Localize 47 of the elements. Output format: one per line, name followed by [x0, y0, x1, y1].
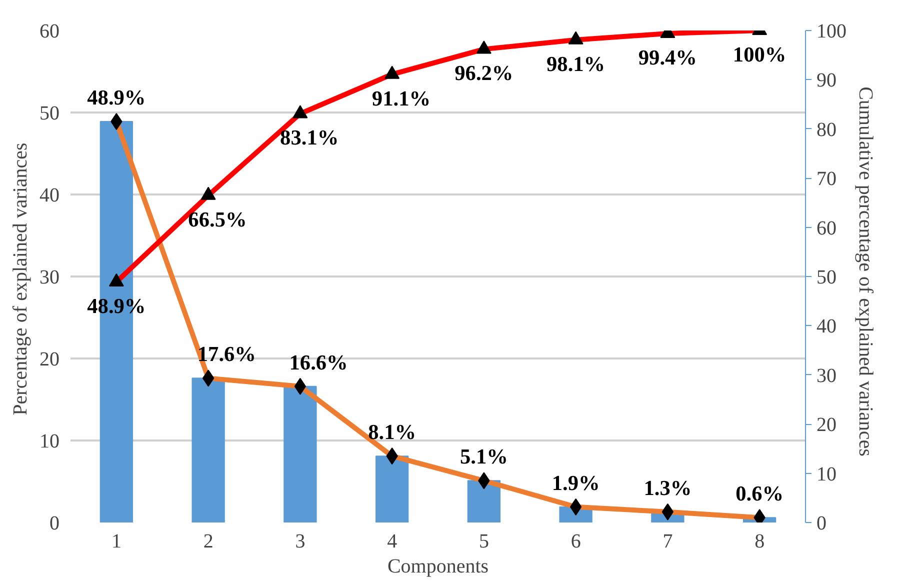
y2-tick-label: 80 [816, 118, 836, 141]
y2-tick-label: 70 [816, 168, 836, 190]
bar [467, 480, 501, 522]
bar [192, 378, 225, 522]
y2-tick-label: 40 [816, 316, 836, 338]
x-tick-label: 7 [662, 530, 673, 552]
y-tick-label: 50 [40, 102, 60, 124]
x-tick-label: 1 [111, 530, 122, 552]
data-label: 48.9% [87, 86, 146, 110]
x-tick-label: 3 [295, 530, 306, 552]
y2-tick-label: 10 [816, 463, 836, 486]
y2-tick-label: 60 [816, 217, 836, 240]
x-tick-label: 6 [570, 530, 581, 552]
y-tick-label: 30 [40, 266, 60, 288]
y-tick-label: 10 [40, 430, 60, 452]
bar [375, 456, 409, 522]
data-label: 83.1% [280, 126, 339, 150]
data-label: 66.5% [188, 207, 247, 232]
data-label: 5.1% [460, 444, 508, 469]
x-tick-label: 4 [387, 530, 398, 552]
data-label: 99.4% [638, 45, 698, 70]
data-label: 0.6% [736, 482, 784, 506]
x-axis-title: Components [387, 556, 489, 578]
data-label: 98.1% [546, 52, 606, 76]
data-label: 1.9% [552, 470, 600, 495]
y-tick-label: 40 [40, 184, 60, 206]
data-label: 91.1% [372, 86, 431, 110]
y-tick-label: 60 [40, 20, 60, 42]
y2-axis-title: Cumulative percentage of explained variances [854, 86, 876, 457]
y2-tick-label: 100 [816, 20, 846, 42]
x-tick-label: 5 [478, 530, 489, 552]
y-tick-label: 20 [40, 348, 60, 370]
data-label: 96.2% [454, 61, 514, 86]
data-label: 16.6% [289, 350, 348, 374]
y2-tick-label: 30 [816, 364, 836, 387]
y-tick-label: 0 [50, 512, 60, 534]
y2-tick-label: 90 [816, 70, 836, 92]
data-label: 100% [732, 42, 786, 66]
bar [284, 386, 317, 522]
y2-tick-label: 50 [816, 266, 836, 288]
x-tick-label: 2 [203, 530, 214, 552]
y2-tick-label: 0 [816, 512, 826, 534]
y-axis-title: Percentage of explained variances [10, 142, 32, 416]
data-label: 8.1% [368, 420, 416, 444]
data-label: 1.3% [644, 476, 692, 500]
y2-tick-label: 20 [816, 414, 836, 436]
x-tick-label: 8 [754, 530, 765, 552]
